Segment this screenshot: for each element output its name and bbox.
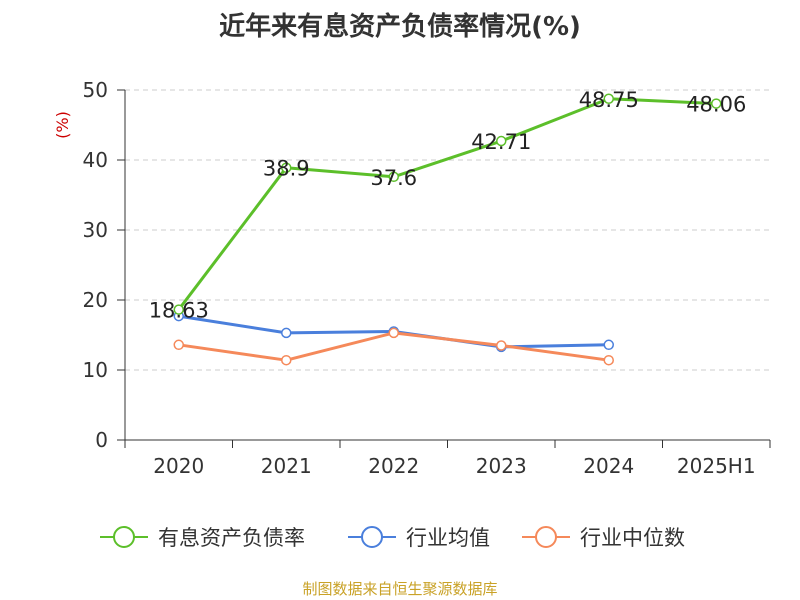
- x-tick-label: 2021: [261, 454, 312, 478]
- data-point: [281, 162, 292, 173]
- data-label: 48.06: [686, 93, 746, 117]
- x-tick-label: 2024: [583, 454, 634, 478]
- x-tick-label: 2023: [476, 454, 527, 478]
- x-tick-label: 2025H1: [677, 454, 756, 478]
- data-label: 18.63: [149, 299, 209, 323]
- data-point: [388, 171, 399, 183]
- legend-marker: [535, 526, 557, 548]
- data-point: [173, 339, 184, 351]
- y-axis-label: (%): [53, 111, 72, 139]
- x-tick-label: 2022: [368, 454, 419, 478]
- x-tick-label: 2020: [153, 454, 204, 478]
- legend-label: 有息资产负债率: [158, 526, 305, 550]
- legend-label: 行业均值: [406, 526, 490, 550]
- legend-marker: [113, 526, 135, 548]
- data-point: [603, 339, 614, 351]
- chart-title: 近年来有息资产负债率情况(%): [219, 12, 581, 42]
- y-tick-label: 30: [83, 218, 108, 242]
- data-point: [496, 135, 507, 147]
- data-point: [281, 354, 292, 366]
- data-point: [496, 340, 507, 351]
- y-tick-label: 10: [83, 358, 108, 382]
- y-tick-label: 0: [95, 428, 108, 452]
- legend-label: 行业中位数: [580, 526, 685, 550]
- series-line: [177, 97, 717, 311]
- data-label: 38.9: [263, 157, 310, 181]
- data-point: [603, 354, 614, 366]
- data-point: [603, 93, 614, 104]
- data-label: 48.75: [579, 88, 639, 112]
- data-label: 42.71: [471, 130, 531, 154]
- y-tick-label: 40: [83, 148, 108, 172]
- y-tick-label: 50: [83, 78, 108, 102]
- source-note: 制图数据来自恒生聚源数据库: [302, 580, 498, 598]
- data-label: 37.6: [370, 166, 417, 190]
- data-point: [281, 327, 292, 339]
- data-point: [711, 98, 722, 109]
- legend-marker: [361, 526, 383, 548]
- data-point: [388, 327, 399, 339]
- y-tick-label: 20: [83, 288, 108, 312]
- data-point: [173, 304, 184, 315]
